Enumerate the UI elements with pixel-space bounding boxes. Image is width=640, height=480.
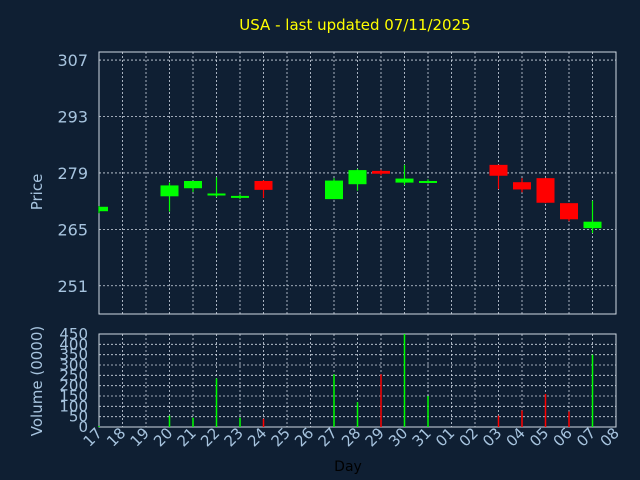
x-tick-label: 22 (197, 424, 223, 450)
x-tick-label: 30 (385, 424, 411, 450)
candle-body (348, 170, 367, 185)
x-tick-label: 21 (174, 424, 200, 450)
x-tick-label: 06 (550, 424, 576, 450)
candle-body (99, 206, 108, 212)
volume-tick-label: 100 (59, 397, 88, 415)
volume-bar (521, 410, 523, 427)
volume-tick-label: 150 (59, 387, 88, 405)
volume-bar (98, 425, 100, 427)
volume-bar (403, 334, 406, 427)
candle-body (372, 170, 390, 174)
price-tick-label: 279 (57, 164, 88, 183)
volume-tick-label: 400 (59, 335, 88, 353)
x-tick-label: 05 (526, 424, 552, 450)
candle-body (560, 203, 578, 220)
candle-body (184, 180, 202, 189)
volume-tick-label: 200 (59, 377, 88, 395)
x-tick-label: 04 (503, 424, 529, 450)
volume-bar (262, 418, 265, 427)
volume-tick-label: 250 (59, 366, 88, 384)
x-tick-label: 25 (268, 424, 294, 450)
x-tick-label: 28 (338, 424, 364, 450)
volume-bar (544, 393, 547, 427)
volume-bar (168, 415, 171, 427)
price-panel: 251 265 279 293 307 (57, 51, 617, 315)
x-tick-label: 08 (597, 424, 623, 450)
x-tick-label: 31 (409, 424, 435, 450)
candle-body (395, 178, 414, 183)
candle-body (325, 180, 343, 200)
candle-body (536, 178, 555, 203)
x-tick-label: 23 (221, 424, 247, 450)
candle-body (207, 193, 226, 196)
x-tick-label: 02 (456, 424, 482, 450)
x-tick-label: 18 (103, 424, 129, 450)
chart-title: USA - last updated 07/11/2025 (239, 16, 470, 34)
candle-body (254, 180, 273, 190)
x-tick-label: 07 (573, 424, 599, 450)
x-tick-label: 27 (315, 424, 341, 450)
volume-bar (568, 411, 570, 427)
x-tick-label: 24 (244, 424, 270, 450)
volume-axis-label: Volume (0000) (28, 326, 46, 436)
candle-body (160, 185, 179, 197)
price-tick-label: 251 (57, 277, 88, 296)
price-axis-label: Price (28, 174, 46, 211)
volume-bar (591, 354, 594, 427)
price-tick-label: 307 (57, 51, 88, 70)
candle-body (419, 180, 437, 183)
volume-bar (192, 417, 194, 427)
volume-bar (239, 417, 241, 427)
volume-bar (497, 415, 500, 427)
volume-bar (215, 378, 218, 427)
volume-bar (427, 396, 429, 427)
x-tick-labels: 1718192021222324252627282930310102030405… (80, 424, 623, 450)
candle-body (513, 182, 531, 190)
volume-tick-label: 300 (59, 356, 88, 374)
x-tick-label: 03 (479, 424, 505, 450)
volume-bar (356, 402, 359, 427)
candle-body (231, 195, 249, 198)
volume-bar (380, 374, 382, 427)
volume-tick-label: 50 (69, 408, 88, 426)
x-tick-label: 01 (432, 424, 458, 450)
volume-tick-label: 350 (59, 346, 88, 364)
volume-tick-label: 450 (59, 325, 88, 343)
volume-bar (333, 374, 335, 427)
candle-body (583, 221, 602, 229)
x-tick-label: 29 (362, 424, 388, 450)
x-tick-label: 19 (127, 424, 153, 450)
price-tick-label: 265 (57, 220, 88, 239)
x-tick-label: 20 (150, 424, 176, 450)
volume-tick-label: 0 (78, 418, 88, 436)
price-tick-label: 293 (57, 107, 88, 126)
candle-body (489, 164, 508, 176)
x-tick-label: 26 (291, 424, 317, 450)
x-axis-label: Day (334, 459, 362, 475)
